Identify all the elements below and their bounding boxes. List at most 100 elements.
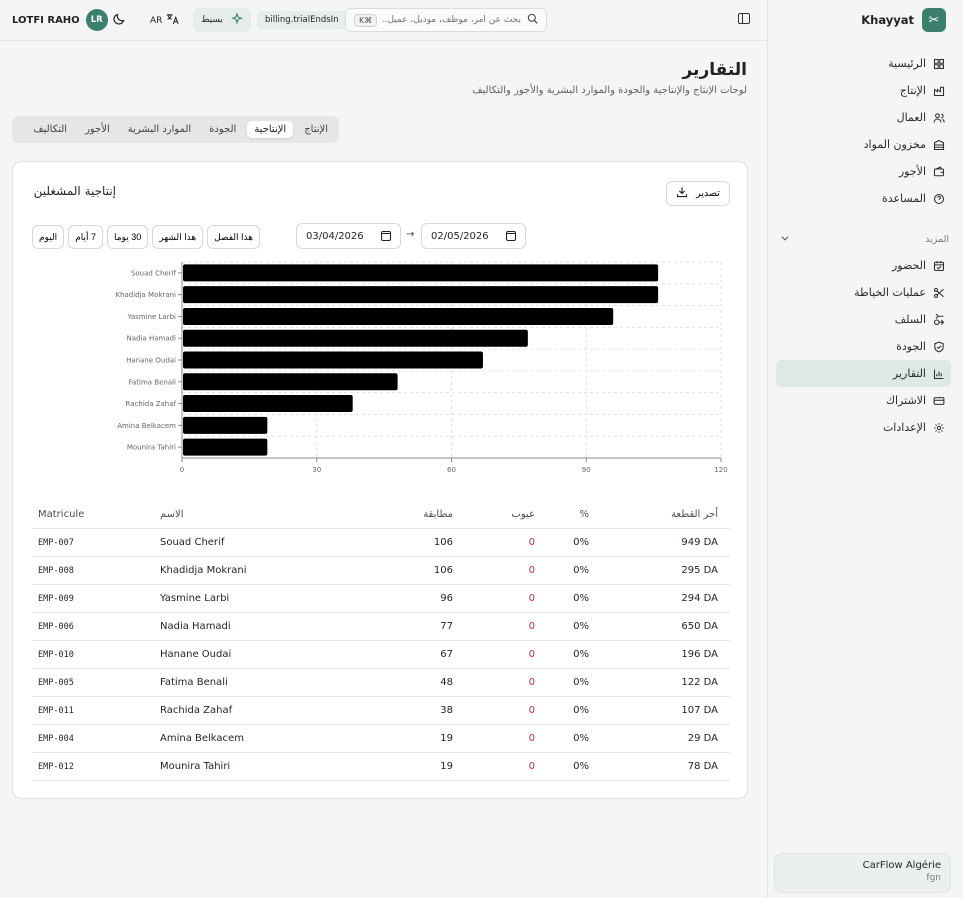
tab-2[interactable]: الجودة: [209, 124, 237, 135]
trial-badge: billing.trialEndsIn: [257, 11, 347, 29]
sidebar-item-scissors[interactable]: عمليات الخياطة: [776, 279, 951, 306]
sidebar: ✂ Khayyat الرئيسية الإنتاج العمال مخزون الم…: [767, 0, 963, 898]
user-menu[interactable]: LOTFI RAHO LR: [12, 9, 108, 31]
moon-icon[interactable]: [113, 12, 126, 28]
y-tick-label: Fatima Benali: [129, 378, 176, 386]
sidebar-item-calendar-check[interactable]: الحضور: [776, 252, 951, 279]
tab-5[interactable]: التكاليف: [33, 124, 68, 135]
cell-defects: 0: [528, 621, 535, 632]
range-buttons: اليوم 7 أيام 30 يوما هذا الشهر هذا الفصل: [32, 225, 261, 249]
tab-3[interactable]: الموارد البشرية: [127, 124, 192, 135]
dashboard-icon: [933, 58, 945, 70]
range-button[interactable]: هذا الشهر: [152, 225, 204, 249]
search-shortcut: ⌘K: [354, 13, 378, 27]
range-button[interactable]: 30 يوما: [107, 225, 149, 249]
sidebar-toggle-icon[interactable]: [738, 13, 750, 24]
sidebar-item-advance[interactable]: السلف: [776, 306, 951, 333]
cell-piece-pay: 949 DA: [681, 537, 718, 548]
table-row: EMP-008 Khadidja Mokrani 106 0 0% 295 DA: [32, 557, 730, 585]
sidebar-item-label: التقارير: [892, 367, 926, 380]
x-tick-label: 0: [180, 466, 184, 474]
cell-name: Souad Cherif: [160, 537, 225, 548]
bar: [183, 264, 659, 282]
header-conform: مطابقة: [423, 509, 453, 520]
sidebar-item-label: الاشتراك: [885, 394, 926, 407]
cell-percent: 0%: [573, 705, 589, 716]
sidebar-item-chart[interactable]: التقارير: [776, 360, 951, 387]
export-label: تصدير: [696, 188, 720, 199]
cell-matricule: EMP-005: [38, 677, 74, 688]
plan-label: بسيط: [201, 15, 223, 25]
cell-name: Rachida Zahaf: [160, 705, 233, 716]
range-button[interactable]: اليوم: [32, 225, 65, 249]
inventory-icon: [933, 139, 945, 151]
wallet-icon: [933, 165, 945, 178]
sidebar-item-card[interactable]: الاشتراك: [776, 387, 951, 414]
search-icon: [527, 13, 538, 27]
cell-matricule: EMP-006: [38, 621, 74, 632]
language-switch[interactable]: AR: [150, 13, 180, 28]
translate-icon: [166, 13, 180, 28]
sidebar-item-help[interactable]: المساعدة: [776, 185, 951, 212]
cell-conform: 67: [440, 649, 453, 660]
sidebar-item-workers[interactable]: العمال: [776, 104, 951, 131]
sidebar-item-gear[interactable]: الإعدادات: [776, 414, 951, 441]
y-tick-label: Amina Belkacem: [117, 422, 176, 430]
date-to-input[interactable]: 02/05/2026: [421, 223, 526, 249]
cell-conform: 106: [433, 565, 453, 576]
cell-defects: 0: [528, 761, 535, 772]
sidebar-more-label: المزيد: [925, 233, 949, 245]
sidebar-item-wallet[interactable]: الأجور: [776, 158, 951, 185]
sidebar-item-production[interactable]: الإنتاج: [776, 77, 951, 104]
date-from-input[interactable]: 03/04/2026: [296, 223, 401, 249]
table-body: EMP-007 Souad Cherif 106 0 0% 949 DA EMP-008 Kh…: [32, 529, 730, 781]
y-tick-label: Khadidja Mokrani: [115, 291, 176, 299]
avatar: LR: [85, 9, 108, 31]
cell-defects: 0: [528, 649, 535, 660]
range-button[interactable]: 7 أيام: [68, 225, 104, 249]
cell-conform: 19: [440, 733, 453, 744]
cell-percent: 0%: [573, 677, 589, 688]
cell-defects: 0: [528, 733, 535, 744]
export-button[interactable]: تصدير: [666, 181, 730, 206]
range-button[interactable]: هذا الفصل: [207, 225, 261, 249]
brand[interactable]: ✂ Khayyat: [768, 0, 963, 40]
language-code: AR: [150, 15, 163, 26]
sidebar-item-label: الأجور: [898, 165, 926, 178]
sidebar-item-label: عمليات الخياطة: [854, 286, 926, 299]
cell-matricule: EMP-011: [38, 705, 74, 716]
organization-card[interactable]: CarFlow Algérie fgn: [774, 853, 951, 893]
bar: [183, 438, 268, 456]
sidebar-item-label: المساعدة: [881, 192, 926, 205]
sidebar-item-shield[interactable]: الجودة: [776, 333, 951, 360]
cell-percent: 0%: [573, 621, 589, 632]
sidebar-item-label: مخزون المواد: [863, 138, 926, 151]
bar: [183, 395, 353, 413]
cell-defects: 0: [528, 677, 535, 688]
gear-icon: [933, 422, 945, 434]
calendar-check-icon: [933, 260, 945, 272]
tab-0[interactable]: الإنتاج: [304, 124, 328, 135]
x-tick-label: 60: [447, 466, 456, 474]
cell-defects: 0: [528, 593, 535, 604]
chart-icon: [933, 368, 945, 380]
cell-defects: 0: [528, 705, 535, 716]
plan-badge[interactable]: بسيط: [193, 8, 251, 32]
header-defects: عيوب: [511, 509, 535, 520]
cell-name: Nadia Hamadi: [160, 621, 231, 632]
bar: [183, 373, 398, 391]
calendar-icon: [381, 231, 391, 241]
sidebar-item-inventory[interactable]: مخزون المواد: [776, 131, 951, 158]
sidebar-item-dashboard[interactable]: الرئيسية: [776, 50, 951, 77]
cell-defects: 0: [528, 565, 535, 576]
bar: [183, 286, 659, 304]
y-tick-label: Mounira Tahiri: [127, 444, 176, 452]
search-bar[interactable]: بحث عن أمر، موظف، موديل، عميل... ⌘K: [345, 8, 547, 32]
sidebar-more-toggle[interactable]: المزيد: [768, 226, 963, 252]
sidebar-more-nav: الحضور عمليات الخياطة السلف الجودة التقارير ا…: [768, 252, 963, 441]
tab-1[interactable]: الإنتاجية: [247, 121, 294, 138]
cell-percent: 0%: [573, 733, 589, 744]
cell-piece-pay: 294 DA: [681, 593, 718, 604]
sidebar-item-label: الجودة: [896, 340, 926, 353]
tab-4[interactable]: الأجور: [85, 124, 110, 135]
